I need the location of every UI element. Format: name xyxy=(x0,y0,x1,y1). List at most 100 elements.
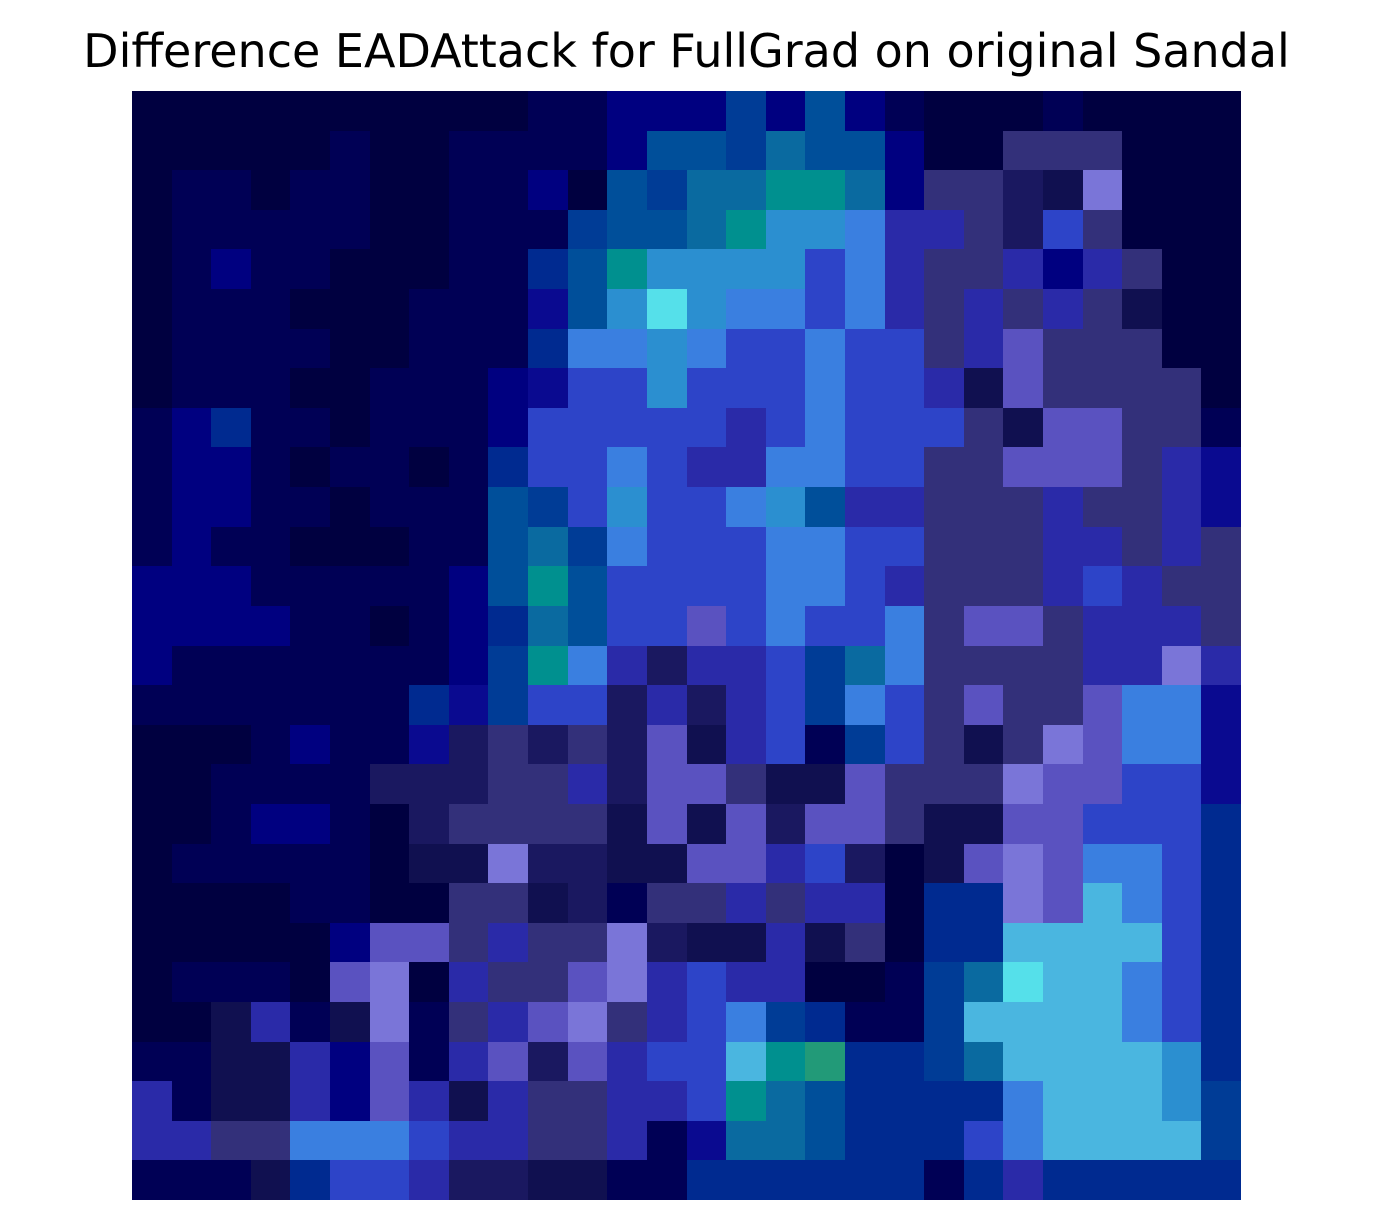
heatmap-cell xyxy=(607,447,647,488)
heatmap-cell xyxy=(171,1041,212,1082)
heatmap-cell xyxy=(171,685,212,725)
heatmap-cell xyxy=(765,883,806,923)
heatmap-cell xyxy=(448,1120,489,1161)
heatmap-cell xyxy=(290,130,331,171)
heatmap-cell xyxy=(686,1001,727,1042)
heatmap-cell xyxy=(963,1120,1004,1161)
heatmap-cell xyxy=(1201,1041,1241,1082)
heatmap-cell xyxy=(171,1160,212,1200)
heatmap-cell xyxy=(567,328,608,369)
heatmap-cell xyxy=(1003,883,1043,923)
heatmap-cell xyxy=(1042,91,1083,131)
heatmap-cell xyxy=(686,1041,727,1082)
heatmap-cell xyxy=(369,249,410,290)
heatmap-cell xyxy=(409,1120,449,1161)
heatmap-cell xyxy=(1161,91,1202,131)
heatmap-cell xyxy=(250,764,291,804)
heatmap-cell xyxy=(963,843,1004,884)
heatmap-cell xyxy=(1042,803,1083,844)
heatmap-cell xyxy=(1122,764,1162,804)
heatmap-cell xyxy=(686,447,727,488)
heatmap-cell xyxy=(488,764,529,804)
heatmap-cell xyxy=(765,170,806,210)
heatmap-cell xyxy=(1042,724,1083,765)
heatmap-cell xyxy=(1003,803,1043,844)
heatmap-cell xyxy=(1161,368,1202,408)
heatmap-cell xyxy=(805,764,845,804)
heatmap-cell xyxy=(726,922,766,963)
heatmap-cell xyxy=(567,764,608,804)
heatmap-cell xyxy=(686,724,727,765)
heatmap-cell xyxy=(686,170,727,210)
heatmap-cell xyxy=(369,922,410,963)
heatmap-cell xyxy=(1122,1160,1162,1200)
heatmap-cell xyxy=(884,487,925,527)
heatmap-cell xyxy=(884,1001,925,1042)
heatmap-cell xyxy=(290,1081,331,1121)
heatmap-cell xyxy=(1161,843,1202,884)
heatmap-cell xyxy=(567,249,608,290)
heatmap-cell xyxy=(132,843,172,884)
heatmap-cell xyxy=(924,645,964,686)
heatmap-cell xyxy=(171,91,212,131)
heatmap-cell xyxy=(884,1120,925,1161)
heatmap-cell xyxy=(567,407,608,448)
heatmap-cell xyxy=(409,170,449,210)
heatmap-cell xyxy=(1003,368,1043,408)
heatmap-cell xyxy=(765,407,806,448)
heatmap-cell xyxy=(330,1160,370,1200)
heatmap-cell xyxy=(211,1001,251,1042)
heatmap-cell xyxy=(1003,962,1043,1002)
heatmap-cell xyxy=(805,724,845,765)
heatmap-cell xyxy=(488,962,529,1002)
heatmap-cell xyxy=(1201,170,1241,210)
heatmap-cell xyxy=(211,130,251,171)
heatmap-cell xyxy=(963,1041,1004,1082)
heatmap-cell xyxy=(330,1081,370,1121)
heatmap-cell xyxy=(369,1041,410,1082)
heatmap-cell xyxy=(963,1081,1004,1121)
heatmap-cell xyxy=(1082,487,1123,527)
heatmap-cell xyxy=(1042,566,1083,606)
heatmap-cell xyxy=(844,922,885,963)
heatmap-cell xyxy=(844,526,885,567)
heatmap-cell xyxy=(409,685,449,725)
heatmap-cell xyxy=(607,1041,647,1082)
heatmap-cell xyxy=(250,883,291,923)
heatmap-cell xyxy=(607,526,647,567)
heatmap-cell xyxy=(1122,91,1162,131)
heatmap-cell xyxy=(844,249,885,290)
heatmap-cell xyxy=(567,368,608,408)
heatmap-cell xyxy=(726,1041,766,1082)
heatmap-cell xyxy=(171,368,212,408)
heatmap-cell xyxy=(765,1120,806,1161)
heatmap-cell xyxy=(924,685,964,725)
heatmap-cell xyxy=(290,209,331,250)
heatmap-cell xyxy=(290,645,331,686)
heatmap-cell xyxy=(686,209,727,250)
heatmap-cell xyxy=(171,922,212,963)
heatmap-cell xyxy=(646,724,687,765)
heatmap-cell xyxy=(1201,843,1241,884)
heatmap-cell xyxy=(805,685,845,725)
heatmap-cell xyxy=(805,526,845,567)
heatmap-cell xyxy=(1042,368,1083,408)
heatmap-cell xyxy=(171,645,212,686)
heatmap-cell xyxy=(369,328,410,369)
heatmap-cell xyxy=(528,1160,568,1200)
heatmap-cell xyxy=(488,1160,529,1200)
heatmap-cell xyxy=(607,249,647,290)
heatmap-cell xyxy=(132,922,172,963)
heatmap-cell xyxy=(290,447,331,488)
heatmap-cell xyxy=(924,526,964,567)
heatmap-cell xyxy=(805,566,845,606)
heatmap-cell xyxy=(765,447,806,488)
heatmap-cell xyxy=(1122,289,1162,329)
heatmap-cell xyxy=(646,170,687,210)
heatmap-cell xyxy=(1201,249,1241,290)
heatmap-cell xyxy=(250,170,291,210)
heatmap-cell xyxy=(963,1160,1004,1200)
heatmap-cell xyxy=(1082,803,1123,844)
heatmap-cell xyxy=(686,526,727,567)
heatmap-cell xyxy=(448,91,489,131)
